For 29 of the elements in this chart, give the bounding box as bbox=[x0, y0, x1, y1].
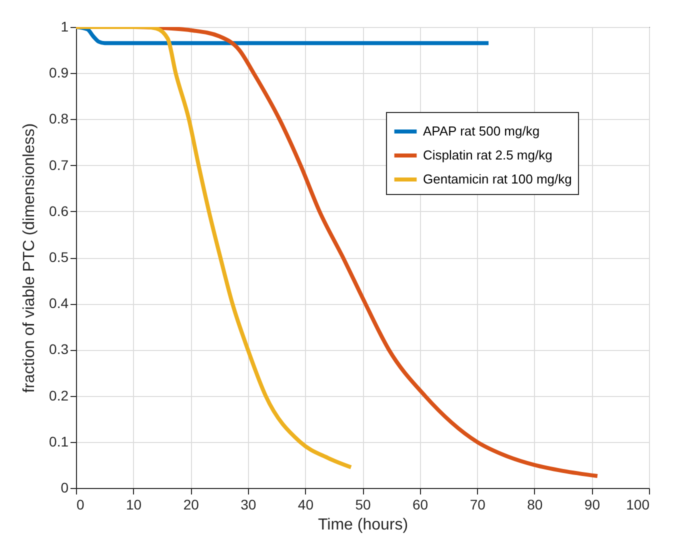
x-tick-label: 40 bbox=[298, 496, 314, 512]
x-tick-label: 80 bbox=[527, 496, 543, 512]
y-tick-label: 0.5 bbox=[49, 249, 69, 265]
y-tick-label: 0.7 bbox=[49, 156, 69, 173]
y-tick-label: 0.2 bbox=[49, 387, 69, 404]
y-tick-label: 0.9 bbox=[49, 64, 69, 81]
x-tick-label: 10 bbox=[126, 496, 142, 512]
x-axis-title: Time (hours) bbox=[318, 516, 408, 534]
x-tick-label: 100 bbox=[626, 496, 650, 512]
x-tick-label: 20 bbox=[183, 496, 200, 512]
y-tick-label: 0 bbox=[60, 480, 69, 496]
x-tick-label: 0 bbox=[76, 496, 84, 512]
legend-label: APAP rat 500 mg/kg bbox=[423, 124, 540, 138]
y-tick-label: 0.1 bbox=[49, 433, 69, 450]
y-tick-label: 1 bbox=[60, 18, 69, 34]
line-series bbox=[76, 27, 491, 46]
legend-label: Gentamicin rat 100 mg/kg bbox=[423, 172, 572, 186]
legend-label: Cisplatin rat 2.5 mg/kg bbox=[423, 148, 552, 162]
y-tick-label: 0.3 bbox=[49, 341, 69, 358]
x-tick-label: 60 bbox=[412, 496, 428, 512]
y-tick-label: 0.6 bbox=[49, 202, 69, 219]
y-tick-label: 0.4 bbox=[49, 295, 69, 312]
x-tick-label: 90 bbox=[584, 496, 600, 512]
x-tick-label: 50 bbox=[355, 496, 371, 512]
y-tick-label: 0.8 bbox=[49, 110, 69, 127]
x-tick-label: 30 bbox=[240, 496, 256, 512]
line-series bbox=[76, 27, 354, 470]
x-tick-label: 70 bbox=[470, 496, 486, 512]
y-axis-title: fraction of viable PTC (dimensionless) bbox=[21, 123, 38, 393]
